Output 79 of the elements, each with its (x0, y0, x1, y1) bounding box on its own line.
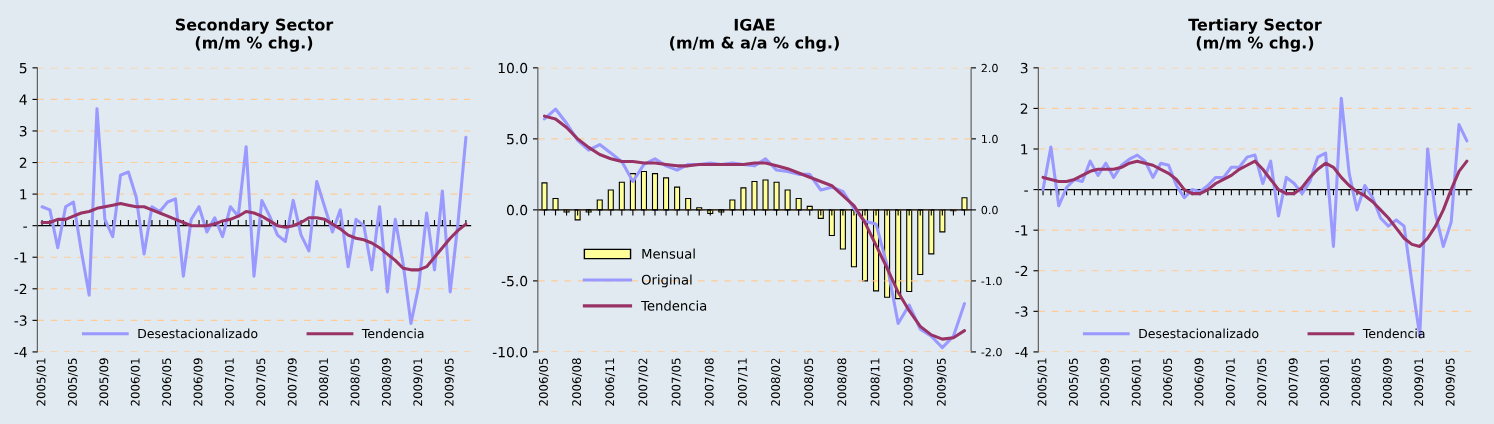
x-tick-label: 2007/05 (1257, 358, 1268, 406)
y-tick-label: -4 (1015, 347, 1028, 358)
y2-tick-label: 1.0 (982, 134, 998, 144)
y-tick-label: 0.0 (506, 204, 528, 216)
chart-title: Tertiary Sector (m/m % chg.) (1188, 18, 1322, 52)
x-tick-label: 2007/02 (638, 358, 649, 406)
legend-label: Original (641, 274, 692, 288)
y-tick-label: -10.0 (492, 346, 528, 358)
y-tick-label: 2 (1020, 103, 1028, 114)
x-tick-label: 2009/05 (1445, 358, 1456, 406)
legend-label: Tendencia (361, 328, 424, 339)
x-tick-label: 2006/08 (572, 358, 582, 406)
x-tick-label: 2009/01 (413, 358, 424, 406)
y-tick-label: 1 (20, 189, 27, 200)
y-tick-label: 2 (19, 157, 27, 168)
x-tick-label: 2008/05 (1351, 358, 1362, 406)
y-tick-label: 3 (19, 125, 27, 137)
legend-label: Mensual (642, 248, 695, 259)
x-tick-label: 2005/01 (36, 358, 47, 406)
y-tick-label: -3 (1015, 306, 1028, 317)
x-tick-label: 2006/05 (162, 358, 172, 406)
x-tick-label: 2007/05 (671, 358, 682, 406)
y2-tick-label: -2.0 (981, 347, 1002, 357)
y-tick-label: 1 (1021, 144, 1028, 155)
x-tick-label: 2006/05 (1163, 358, 1173, 406)
y2-tick-label: 2.0 (981, 63, 998, 73)
legend-label: Desestacionalizado (138, 328, 258, 339)
chart-title: Secondary Sector (m/m % chg.) (175, 18, 334, 52)
x-tick-label: 2005/01 (1037, 358, 1048, 406)
legend-label: Tendencia (1362, 328, 1425, 339)
y-tick-label: -2 (1015, 265, 1028, 277)
x-tick-label: 2008/09 (381, 358, 392, 406)
x-tick-label: 2008/09 (1382, 358, 1393, 406)
legend-label: Tendencia (641, 300, 707, 311)
x-tick-label: 2005/05 (1068, 358, 1079, 406)
x-tick-label: 2006/01 (1131, 358, 1142, 406)
x-tick-label: 2009/05 (936, 358, 947, 406)
y-tick-label: - (23, 226, 27, 228)
x-tick-label: 2008/01 (1320, 358, 1330, 406)
x-tick-label: 2007/11 (737, 358, 748, 406)
x-tick-label: 2007/01 (224, 358, 235, 406)
x-tick-label: 2007/05 (256, 358, 267, 406)
y-tick-label: -4 (14, 347, 27, 358)
x-tick-label: 2008/05 (804, 358, 815, 406)
y-tick-label: 10.0 (498, 62, 528, 74)
legend-label: Desestacionalizado (1139, 328, 1259, 339)
y-tick-label: -1 (14, 252, 27, 263)
x-tick-label: 2006/09 (1194, 358, 1205, 406)
x-tick-label: 2006/09 (193, 358, 204, 406)
chart-title: IGAE (m/m & a/a % chg.) (670, 18, 839, 52)
x-tick-label: 2008/01 (319, 358, 329, 406)
x-tick-label: 2008/11 (870, 358, 881, 406)
x-tick-label: 2007/09 (287, 358, 298, 406)
y-tick-label: 5.0 (507, 133, 528, 145)
y-tick-label: - (1024, 190, 1028, 192)
x-tick-label: 2007/08 (704, 358, 715, 406)
x-tick-label: 2007/09 (1288, 358, 1299, 406)
x-tick-label: 2008/08 (837, 358, 848, 406)
x-tick-label: 2005/05 (67, 358, 78, 406)
x-tick-label: 2007/01 (1225, 358, 1236, 406)
y-tick-label: 5 (19, 62, 27, 74)
y-tick-label: -1 (1015, 225, 1028, 236)
y-tick-label: 4 (19, 94, 27, 105)
x-tick-label: 2008/02 (771, 358, 781, 406)
x-tick-label: 2009/02 (903, 358, 914, 406)
y-tick-label: 3 (1020, 62, 1028, 74)
x-tick-label: 2009/05 (444, 358, 455, 406)
x-tick-label: 2006/01 (130, 358, 141, 406)
y-tick-label: -3 (14, 315, 27, 326)
y2-tick-label: -1.0 (981, 276, 1002, 286)
x-tick-label: 2005/09 (99, 358, 110, 406)
x-tick-label: 2009/01 (1414, 358, 1425, 406)
y-tick-label: -2 (14, 283, 27, 295)
y-tick-label: -5.0 (501, 275, 528, 287)
x-tick-label: 2006/05 (538, 358, 549, 406)
x-tick-label: 2008/05 (350, 358, 361, 406)
y2-tick-label: 0.0 (981, 205, 998, 215)
x-tick-label: 2006/11 (605, 358, 616, 406)
x-tick-label: 2005/09 (1100, 358, 1111, 406)
